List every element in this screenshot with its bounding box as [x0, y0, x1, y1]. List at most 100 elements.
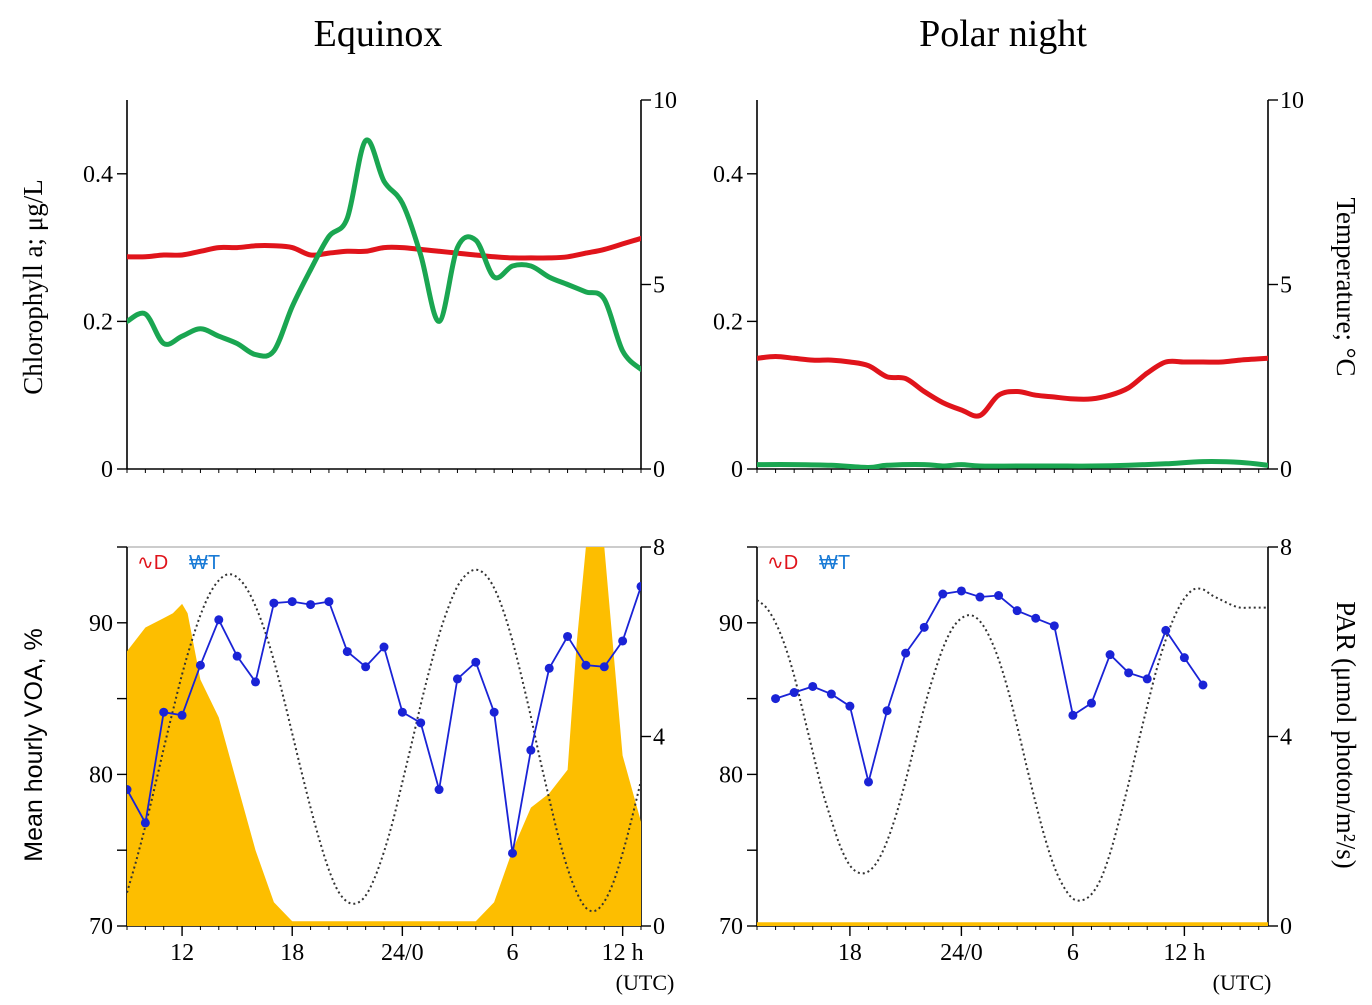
- voa-point: [975, 592, 985, 602]
- legend-d-label: ∿D: [767, 552, 798, 574]
- voa-point: [1124, 668, 1134, 678]
- x-tick-label: 18: [280, 940, 304, 966]
- left-y-tick-label: 70: [89, 914, 113, 940]
- voa-point: [159, 707, 169, 717]
- x-tick-label: 12 h: [1163, 940, 1205, 966]
- voa-point: [599, 662, 609, 672]
- voa-point: [1012, 606, 1022, 616]
- left-y-tick-label: 0: [731, 457, 743, 483]
- chlorophyll-axis-label: Chlorophyll a; μg/L: [18, 179, 48, 394]
- left-y-tick-label: 0.4: [713, 162, 743, 188]
- panel-polar_top: 0 0.2 0.4 0 5 10: [713, 88, 1304, 483]
- voa-point: [1198, 680, 1208, 690]
- voa-axis-label: Mean hourly VOA, %: [20, 628, 48, 861]
- utc-label-right: (UTC): [1213, 970, 1272, 995]
- x-tick-label: 6: [1067, 940, 1079, 966]
- legend-d-label: ∿D: [137, 552, 168, 574]
- left-y-tick-label: 0.2: [713, 309, 743, 335]
- voa-point: [397, 707, 407, 717]
- polar-night-title: Polar night: [919, 13, 1087, 55]
- voa-line: [775, 590, 1204, 783]
- voa-point: [306, 600, 316, 610]
- right-y-tick-label: 4: [1280, 725, 1292, 751]
- x-tick-label: 12: [170, 940, 194, 966]
- right-y-tick-label: 0: [653, 457, 665, 483]
- left-y-tick-label: 70: [719, 914, 743, 940]
- voa-point: [526, 745, 536, 755]
- right-y-tick-label: 8: [653, 535, 665, 561]
- x-tick-label: 24/0: [940, 940, 983, 966]
- voa-point: [416, 718, 426, 728]
- right-y-tick-label: 10: [1280, 88, 1304, 114]
- right-y-tick-label: 8: [1280, 535, 1292, 561]
- data-layer: [127, 547, 641, 926]
- voa-point: [863, 777, 873, 787]
- voa-point: [1049, 621, 1059, 631]
- voa-point: [232, 651, 242, 661]
- voa-point: [563, 631, 573, 641]
- temperature-line: [127, 235, 641, 261]
- panel-equinox_top: 0 0.2 0.4 0 5 10: [83, 88, 677, 483]
- voa-point: [269, 598, 279, 608]
- voa-point: [808, 681, 818, 691]
- voa-point: [618, 636, 628, 646]
- equinox-title: Equinox: [314, 13, 443, 55]
- left-y-tick-label: 80: [89, 762, 113, 788]
- temperature-axis-label: Temperature; °C: [1331, 197, 1361, 376]
- voa-point: [1105, 650, 1115, 660]
- panel-equinox_bottom: 12 18 24/0 6 12 h 70 80 90 0 4 8 ∿D ₩T: [89, 535, 665, 966]
- voa-point: [956, 586, 966, 596]
- data-layer: [127, 137, 641, 372]
- voa-point: [287, 597, 297, 607]
- voa-point: [1068, 710, 1078, 720]
- left-y-tick-label: 0.2: [83, 309, 113, 335]
- voa-point: [177, 710, 187, 720]
- voa-point: [581, 660, 591, 670]
- voa-point: [826, 689, 836, 699]
- voa-point: [1142, 674, 1152, 684]
- voa-point: [919, 622, 929, 632]
- voa-point: [471, 657, 481, 667]
- right-y-tick-label: 5: [653, 273, 665, 299]
- right-y-tick-label: 10: [653, 88, 677, 114]
- moon-dotted-line: [127, 568, 641, 913]
- legend-t-label: ₩T: [819, 552, 850, 574]
- voa-point: [452, 674, 462, 684]
- voa-point: [361, 662, 371, 672]
- par-axis-label: PAR (μmol photon/m²/s): [1331, 601, 1361, 869]
- panel-polar_bottom: 18 24/0 6 12 h 70 80 90 0 4 8 ∿D ₩T: [719, 535, 1292, 966]
- voa-point: [901, 648, 911, 658]
- right-y-tick-label: 0: [1280, 457, 1292, 483]
- temperature-line: [757, 353, 1268, 419]
- voa-point: [1086, 698, 1096, 708]
- voa-point: [434, 785, 444, 795]
- voa-point: [508, 848, 517, 858]
- voa-point: [127, 785, 132, 795]
- voa-point: [489, 707, 499, 717]
- voa-point: [324, 597, 334, 607]
- voa-point: [636, 581, 641, 591]
- x-tick-label: 24/0: [381, 940, 424, 966]
- par-area: [757, 922, 1268, 926]
- right-y-tick-label: 4: [653, 725, 665, 751]
- voa-point: [342, 647, 352, 657]
- par-area: [127, 547, 641, 926]
- utc-label-left: (UTC): [616, 970, 675, 995]
- left-y-tick-label: 80: [719, 762, 743, 788]
- voa-point: [789, 688, 799, 698]
- voa-point: [195, 660, 205, 670]
- chlorophyll-line: [127, 137, 641, 372]
- voa-point: [845, 701, 855, 711]
- voa-point: [882, 706, 892, 716]
- chlorophyll-line: [757, 459, 1268, 469]
- voa-point: [994, 591, 1004, 601]
- voa-point: [214, 615, 224, 625]
- legend-t-label: ₩T: [189, 552, 220, 574]
- voa-point: [379, 642, 389, 652]
- voa-point: [1031, 613, 1041, 623]
- left-y-tick-label: 0.4: [83, 162, 113, 188]
- voa-point: [771, 694, 781, 704]
- left-y-tick-label: 90: [89, 611, 113, 637]
- voa-point: [1161, 625, 1171, 635]
